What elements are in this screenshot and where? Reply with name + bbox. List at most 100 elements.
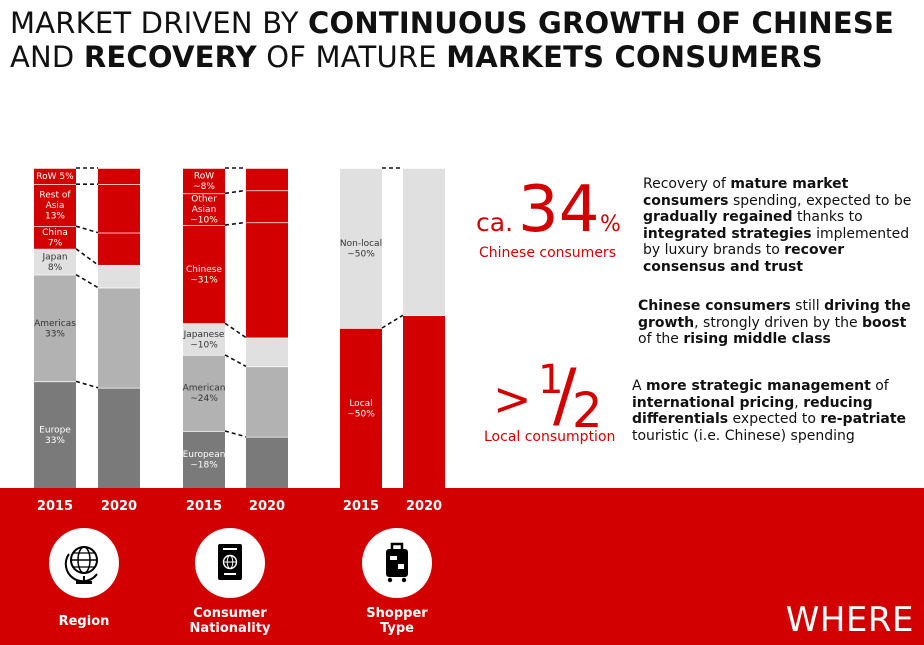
blurb-pricing-strategy: A more strategic management of internati… (632, 378, 917, 444)
connector-line (224, 430, 247, 438)
category-label-region: Region (58, 614, 110, 629)
title-light-2: AND (10, 40, 84, 74)
segment-label-line: Japan (41, 252, 67, 262)
bar-segment-row-2015 (183, 168, 225, 194)
bar-segment-japanese-2020 (246, 337, 288, 367)
callout-chinese-prefix: ca. (476, 208, 514, 237)
bar-segment-other-asian-2015 (183, 193, 225, 226)
segment-label-local: Local ~50% (347, 399, 375, 420)
bar-segment-americas-2020 (98, 287, 140, 388)
segment-label-line: China (42, 228, 68, 238)
blurb-text-run: Chinese consumers (638, 298, 791, 314)
callout-local-slash: / (553, 354, 577, 436)
blurb-text-run: driving the growth (638, 298, 911, 331)
blurb-text-run: thanks to (792, 209, 863, 225)
blurb-text-run: touristic (i.e. Chinese) spending (632, 427, 855, 444)
segment-label-europe: Europe 33% (39, 425, 71, 446)
segment-label-line: ~50% (347, 409, 375, 419)
segment-label-line: Non-local (340, 239, 382, 249)
bar-segment-rest-of-asia-2020 (98, 184, 140, 233)
blurb-text-run: rising middle class (683, 331, 831, 347)
bar-segment-european-2020 (246, 436, 288, 488)
blurb-text-run: reducing differentials (632, 394, 873, 428)
blurb-text-run: of the (638, 331, 684, 347)
blurb-text-run: integrated strategies (643, 225, 812, 242)
blurb-text-run: expected to (728, 411, 821, 427)
segment-label-line: Europe (39, 425, 71, 435)
bar-segment-non-local-2020 (403, 168, 445, 316)
blurb-mature-markets: Recovery of mature market consumers spen… (643, 176, 913, 275)
segment-label-line: Japanese (183, 330, 225, 340)
segment-label-line: ~31% (190, 275, 218, 285)
segment-label-line: ~24% (190, 394, 218, 404)
bar-segment-non-local-2015 (340, 168, 382, 328)
segment-label-chinese: Chinese ~31% (186, 265, 222, 286)
title-light-1: MARKET DRIVEN BY (10, 6, 309, 40)
blurb-text-run: , (794, 394, 804, 411)
segment-label-line: RoW 5% (36, 172, 74, 182)
bottom-red-band (0, 488, 924, 645)
segment-label-line: ~18% (190, 461, 218, 471)
bar-segment-china-2015 (34, 226, 76, 249)
segment-label-line: Chinese (186, 265, 222, 275)
segment-label-line: Other (191, 195, 217, 205)
segment-label-line: 13% (45, 212, 65, 222)
segment-label-line: 7% (48, 239, 63, 249)
blurb-text-run: of (870, 378, 889, 394)
blurb-text-run: boost (862, 314, 907, 331)
segment-label-line: ~10% (190, 340, 218, 350)
blurb-text-run: implemented by luxury brands to (643, 225, 910, 259)
segment-label-line: 8% (48, 263, 63, 273)
bar-segment-american-2015 (183, 354, 225, 431)
segment-label-rest-of-asia: Rest of Asia 13% (39, 191, 71, 222)
year-label-2020: 2020 (249, 499, 285, 514)
title-bold-1: CONTINUOUS GROWTH OF CHINESE (308, 6, 895, 40)
segment-label-japan: Japan 8% (41, 252, 67, 273)
segment-label-line: ~10% (190, 216, 218, 226)
blurb-text-run: re-patriate (820, 411, 907, 427)
blurb-text-run: spending, expected to be (728, 192, 912, 209)
bar-segment-japan-2020 (98, 264, 140, 288)
blurb-chinese-growth: Chinese consumers still driving the grow… (638, 298, 918, 348)
title-bold-3: MARKETS CONSUMERS (446, 40, 823, 74)
callout-chinese-caption: Chinese consumers (479, 245, 616, 261)
bar-segment-row-2020 (98, 168, 140, 185)
blurb-text-run: Recovery of (643, 176, 731, 192)
blurb-text-run: mature market consumers (643, 176, 849, 209)
title-bold-2: RECOVERY (83, 40, 257, 74)
segment-label-line: 33% (45, 329, 65, 339)
bar-segment-local-2015 (340, 328, 382, 488)
bar-segment-chinese-2020 (246, 222, 288, 338)
callout-chinese-suffix: % (600, 212, 621, 237)
callout-local-denominator: 2 (572, 383, 603, 439)
bar-segment-chinese-2015 (183, 225, 225, 324)
segment-label-line: Americas (34, 319, 76, 329)
segment-label-line: 33% (45, 436, 65, 446)
segment-label-line: RoW (194, 171, 214, 181)
category-label-nationality: Consumer Nationality (189, 606, 271, 636)
bar-segment-americas-2015 (34, 274, 76, 382)
connector-line (75, 248, 99, 266)
title-light-3: OF MATURE (256, 40, 447, 74)
segment-label-line: American (183, 384, 226, 394)
bar-segment-europe-2020 (98, 387, 140, 488)
blurb-text-run: still (790, 298, 825, 314)
segment-label-line: Asian (192, 205, 217, 215)
globe-icon (49, 528, 119, 598)
page-title-line-1: MARKET DRIVEN BY CONTINUOUS GROWTH OF CH… (10, 6, 894, 40)
segment-label-line: Rest of (39, 191, 71, 201)
segment-label-americas: Americas 33% (34, 319, 76, 340)
blurb-text-run: gradually regained (643, 209, 793, 225)
connector-line (224, 221, 247, 226)
passport-icon (195, 528, 265, 598)
connector-line (381, 314, 404, 329)
connector-line (224, 189, 247, 195)
segment-label-non-local: Non-local ~50% (340, 239, 382, 260)
bar-segment-europe-2015 (34, 381, 76, 488)
bar-segment-row-2020 (246, 168, 288, 191)
segment-label-line: ~8% (193, 182, 215, 192)
year-label-2020: 2020 (101, 499, 137, 514)
bar-segment-other-asian-2020 (246, 190, 288, 223)
blurb-text-run: recover consensus and trust (643, 242, 845, 275)
